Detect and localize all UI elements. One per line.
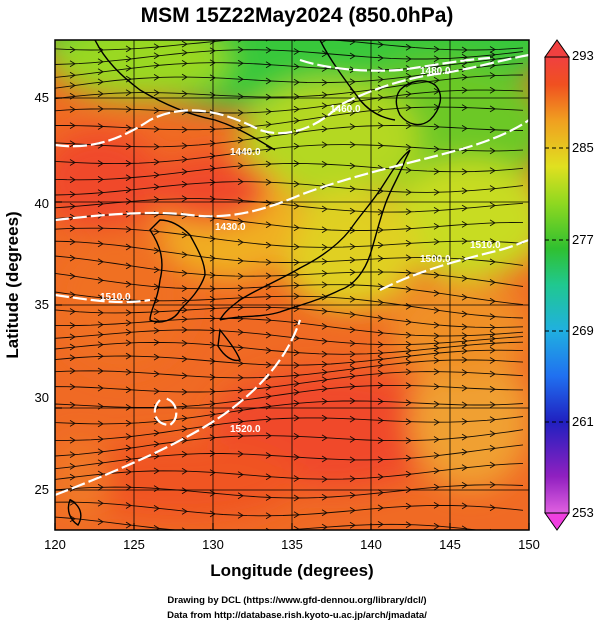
contour-label: 1520.0: [230, 424, 261, 435]
x-tick-label: 120: [44, 537, 66, 552]
streamline-arrowheads: [69, 40, 496, 530]
x-axis-title: Longitude (degrees): [210, 561, 373, 580]
y-tick-label: 35: [35, 297, 49, 312]
colorbar: 293 285 277 269 261 253: [544, 39, 594, 531]
colorbar-tick-label: 253: [572, 505, 594, 520]
contour-label: 1510.0: [470, 240, 501, 251]
streamline-set: [55, 40, 524, 530]
contour-label: 1430.0: [215, 222, 246, 233]
colorbar-bottom-cap: [544, 512, 570, 531]
x-tick-label: 145: [439, 537, 461, 552]
y-tick-label: 45: [35, 90, 49, 105]
height-contours: [55, 53, 529, 497]
colorbar-tick-label: 293: [572, 48, 594, 63]
wind-streamlines: [55, 40, 524, 530]
credit-data-source: Data from http://database.rish.kyoto-u.a…: [167, 610, 427, 621]
contour-label: 1500.0: [420, 254, 451, 265]
contour-labels: 1480.0 1460.0 1440.0 1430.0 1500.0 1510.…: [100, 66, 501, 435]
x-axis: [54, 523, 530, 530]
y-axis: [55, 97, 62, 491]
x-tick-label: 150: [518, 537, 540, 552]
y-tick-label: 30: [35, 390, 49, 405]
temperature-field: [55, 40, 529, 530]
grid-lines: [55, 40, 529, 530]
x-tick-labels: 120 125 130 135 140 145 150: [44, 537, 540, 552]
x-tick-label: 140: [360, 537, 382, 552]
colorbar-tick-label: 285: [572, 140, 594, 155]
colorbar-tick-label: 261: [572, 414, 594, 429]
colorbar-top-cap: [544, 39, 570, 58]
contour-label: 1480.0: [420, 66, 451, 77]
colorbar-tick-label: 269: [572, 323, 594, 338]
colorbar-tick-label: 277: [572, 232, 594, 247]
colorbar-ramp: [544, 56, 570, 514]
x-tick-label: 135: [281, 537, 303, 552]
credit-drawing: Drawing by DCL (https://www.gfd-dennou.o…: [167, 595, 426, 606]
coastlines: [67, 40, 442, 526]
chart-title: MSM 15Z22May2024 (850.0hPa): [141, 4, 454, 27]
y-tick-labels: 25 30 35 40 45: [35, 90, 49, 497]
x-tick-label: 125: [123, 537, 145, 552]
y-tick-label: 40: [35, 196, 49, 211]
y-axis-title: Latitude (degrees): [3, 211, 22, 358]
contour-label: 1440.0: [230, 147, 261, 158]
y-tick-label: 25: [35, 482, 49, 497]
contour-label: 1460.0: [330, 104, 361, 115]
x-tick-label: 130: [202, 537, 224, 552]
contour-label: 1510.0: [100, 292, 131, 303]
